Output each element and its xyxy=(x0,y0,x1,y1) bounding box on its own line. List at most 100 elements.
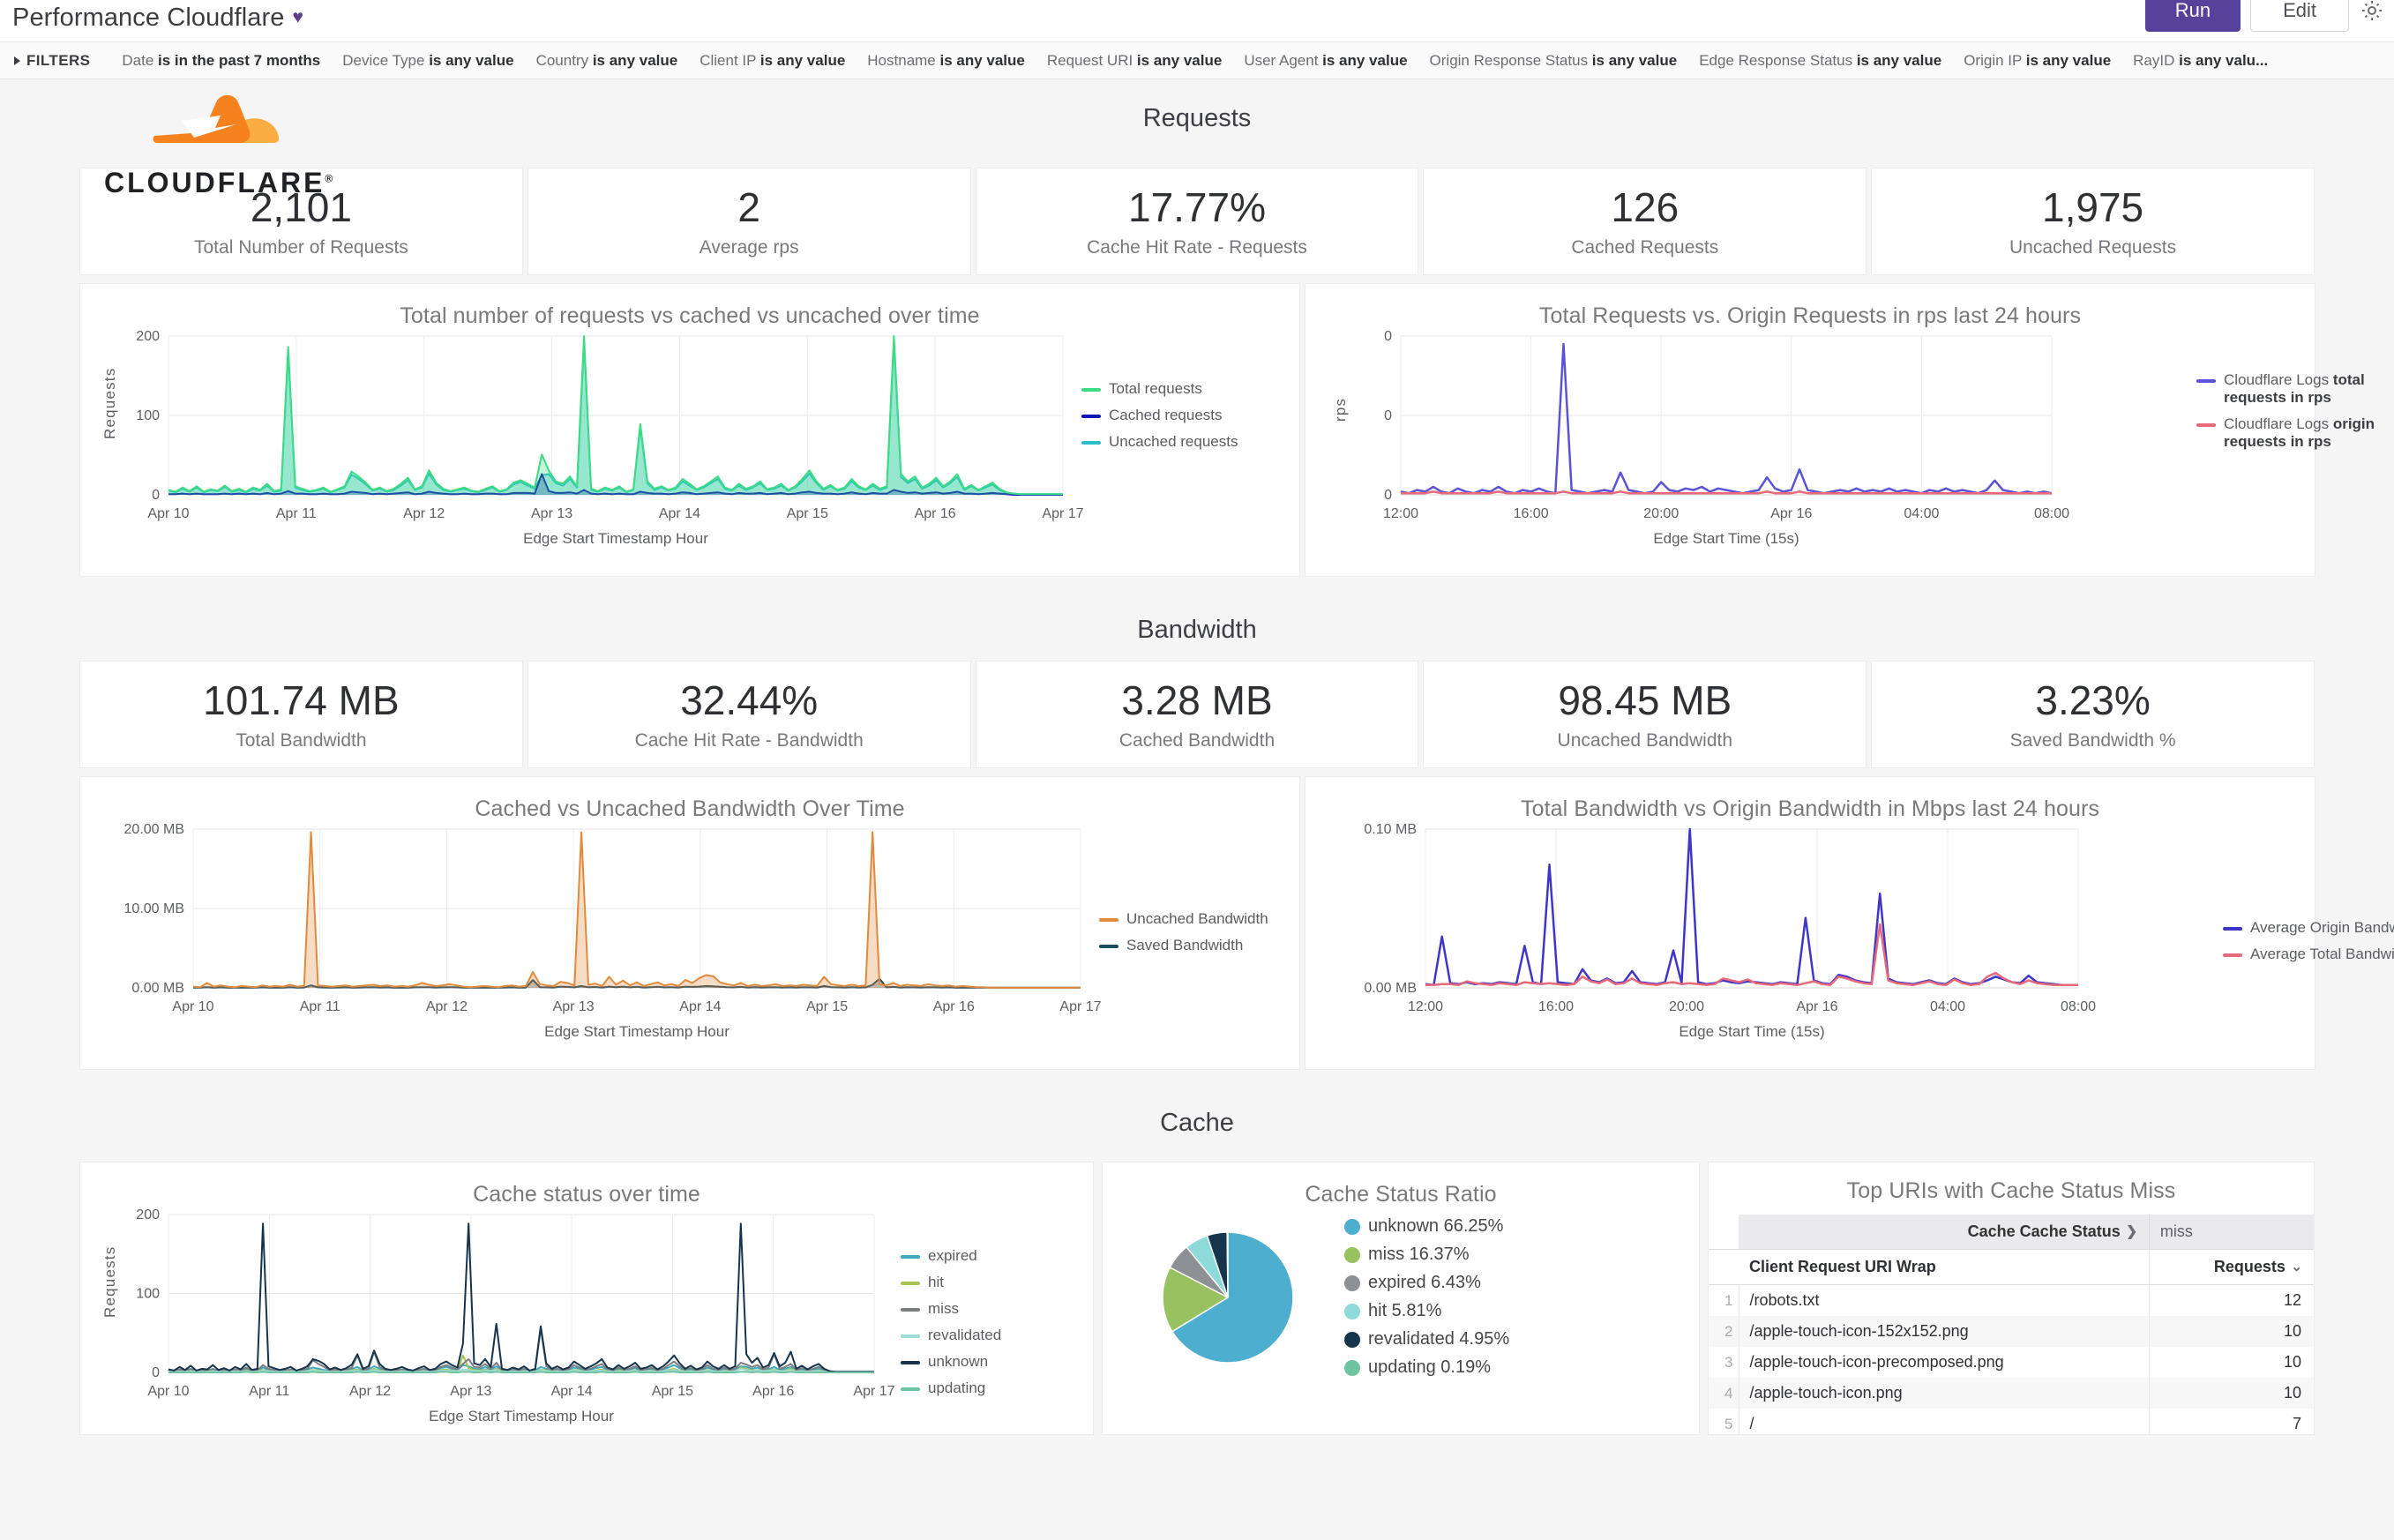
pie-slice-miss[interactable] xyxy=(1162,1266,1230,1333)
chart-plot-area: 0 100 200 Apr 10 Apr 11 Apr 12 Apr 13 Apr 14 Apr… xyxy=(80,329,1299,549)
kpi-tile-requests-1[interactable]: 2 Average rps xyxy=(527,168,971,275)
row-uri[interactable]: /apple-touch-icon.png xyxy=(1739,1378,2150,1409)
legend-swatch xyxy=(1081,415,1101,418)
row-uri[interactable]: /apple-touch-icon-152x152.png xyxy=(1739,1316,2150,1347)
x-tick-label: 12:00 xyxy=(1383,506,1418,521)
panel-cache-status-ratio[interactable]: Cache Status Ratio unknown 66.25% miss 16… xyxy=(1102,1162,1701,1435)
panel-cache-status-over-time[interactable]: Cache status over time 0 100 200 Apr 10 Apr … xyxy=(79,1162,1094,1435)
pie-legend-item[interactable]: expired 6.43% xyxy=(1344,1273,1509,1293)
legend-item[interactable]: Total requests xyxy=(1081,380,1267,398)
row-index: 4 xyxy=(1709,1378,1739,1409)
panel-bandwidth-mbps[interactable]: Total Bandwidth vs Origin Bandwidth in M… xyxy=(1305,776,2394,1070)
chevron-down-icon: ⌄ xyxy=(2291,1259,2302,1275)
legend-item[interactable]: Cloudflare Logs total requests in rps xyxy=(2196,371,2394,407)
table-group-header[interactable]: Cache Cache Status ❯ xyxy=(1739,1215,2150,1250)
legend-item[interactable]: expired xyxy=(901,1247,1077,1265)
legend-item[interactable]: unknown xyxy=(901,1353,1077,1371)
y-tick-label: 200 xyxy=(136,1207,160,1222)
chart-title: Cache Status Ratio xyxy=(1305,1182,1497,1207)
heart-icon[interactable]: ♥ xyxy=(292,6,303,27)
row-requests: 10 xyxy=(2148,1378,2314,1409)
kpi-tile-bandwidth-4[interactable]: 3.23% Saved Bandwidth % xyxy=(1871,661,2315,768)
legend-item[interactable]: revalidated xyxy=(901,1327,1077,1344)
legend-item[interactable]: Average Total Bandwidth xyxy=(2223,946,2394,963)
table-col-requests[interactable]: Requests ⌄ xyxy=(2148,1249,2314,1285)
y-tick-label: 200 xyxy=(136,329,160,344)
filters-toggle[interactable]: FILTERS xyxy=(14,52,90,70)
legend-item[interactable]: hit xyxy=(901,1274,1077,1291)
table-row[interactable]: 2/apple-touch-icon-152x152.png 10 xyxy=(1709,1316,2314,1347)
kpi-value: 126 xyxy=(1611,184,1680,231)
kpi-tile-bandwidth-1[interactable]: 32.44% Cache Hit Rate - Bandwidth xyxy=(527,661,971,768)
kpi-tile-bandwidth-0[interactable]: 101.74 MB Total Bandwidth xyxy=(79,661,523,768)
kpi-tile-requests-0[interactable]: 2,101 Total Number of Requests xyxy=(79,168,523,275)
kpi-tile-bandwidth-2[interactable]: 3.28 MB Cached Bandwidth xyxy=(975,661,1419,768)
legend-item[interactable]: Cloudflare Logs origin requests in rps xyxy=(2196,415,2394,451)
table-col-requests-label: Requests xyxy=(2213,1258,2286,1275)
filter-chip-4[interactable]: Hostname is any value xyxy=(867,51,1025,69)
filter-chip-6[interactable]: User Agent is any value xyxy=(1244,51,1408,69)
row-uri[interactable]: / xyxy=(1749,1415,1754,1432)
y-tick-label: 0.10 MB xyxy=(1364,822,1417,837)
legend-item[interactable]: Uncached requests xyxy=(1081,433,1267,451)
panel-bandwidth-over-time[interactable]: Cached vs Uncached Bandwidth Over Time 0… xyxy=(79,776,1300,1070)
filter-chip-7[interactable]: Origin Response Status is any value xyxy=(1429,51,1678,69)
kpi-tile-bandwidth-3[interactable]: 98.45 MB Uncached Bandwidth xyxy=(1423,661,1867,768)
pie-legend-item[interactable]: unknown 66.25% xyxy=(1344,1216,1509,1237)
panel-requests-over-time[interactable]: Total number of requests vs cached vs un… xyxy=(79,283,1300,577)
filter-chip-0[interactable]: Date is in the past 7 months xyxy=(122,51,321,69)
row-index: 1 xyxy=(1709,1284,1739,1316)
pie-legend-item[interactable]: hit 5.81% xyxy=(1344,1301,1509,1321)
pie-legend-label: updating 0.19% xyxy=(1368,1357,1492,1377)
chart-plot-area: 0 0 0 12:00 16:00 20:00 Apr 16 04:00 08:00 rps Edg… xyxy=(1305,329,2375,549)
chart-plot-area: 0.00 MB 10.00 MB 20.00 MB Apr 10 Apr 11 Apr 1… xyxy=(80,822,1299,1043)
legend-item[interactable]: Cached requests xyxy=(1081,407,1267,424)
table-row[interactable]: 5 / 7 xyxy=(1709,1409,2314,1434)
legend-swatch xyxy=(901,1308,920,1312)
gear-icon[interactable] xyxy=(2359,0,2385,24)
legend-swatch xyxy=(1099,945,1118,948)
legend-item[interactable]: miss xyxy=(901,1300,1077,1318)
filter-chip-10[interactable]: RayID is any valu... xyxy=(2133,51,2269,69)
table-row[interactable]: 1/robots.txt 12 xyxy=(1709,1284,2314,1316)
filter-chip-2[interactable]: Country is any value xyxy=(535,51,678,69)
edit-button[interactable]: Edit xyxy=(2250,0,2349,32)
x-tick-label: Apr 17 xyxy=(853,1384,894,1399)
chart-title: Cache status over time xyxy=(473,1182,700,1207)
series-line xyxy=(1425,827,2078,987)
filter-chip-9[interactable]: Origin IP is any value xyxy=(1964,51,2112,69)
top-bar: Performance Cloudflare ♥ Run Edit xyxy=(0,0,2394,42)
table-row[interactable]: 3/apple-touch-icon-precomposed.png 10 xyxy=(1709,1347,2314,1378)
pie-legend-item[interactable]: revalidated 4.95% xyxy=(1344,1329,1509,1349)
run-button[interactable]: Run xyxy=(2144,0,2241,32)
legend-swatch xyxy=(1081,441,1101,445)
row-index: 5 xyxy=(1709,1409,1739,1434)
filter-chip-3[interactable]: Client IP is any value xyxy=(699,51,846,69)
kpi-label: Uncached Requests xyxy=(2009,236,2177,258)
legend-item[interactable]: Uncached Bandwidth xyxy=(1099,910,1284,928)
filter-chip-8[interactable]: Edge Response Status is any value xyxy=(1699,51,1942,69)
kpi-row-requests: 2,101 Total Number of Requests 2 Average rp… xyxy=(0,168,2394,275)
filter-chip-5[interactable]: Request URI is any value xyxy=(1046,51,1223,69)
panel-top-uris[interactable]: Top URIs with Cache Status Miss Cache Ca… xyxy=(1708,1162,2315,1435)
kpi-tile-requests-3[interactable]: 126 Cached Requests xyxy=(1423,168,1867,275)
y-tick-label: 0 xyxy=(1384,488,1392,503)
legend-item[interactable]: Average Origin Bandwidth xyxy=(2223,919,2394,937)
table-col-uri[interactable]: Client Request URI Wrap xyxy=(1739,1249,2150,1285)
kpi-tile-requests-2[interactable]: 17.77% Cache Hit Rate - Requests xyxy=(975,168,1419,275)
table-row[interactable]: 4/apple-touch-icon.png 10 xyxy=(1709,1378,2314,1409)
legend-swatch xyxy=(901,1361,920,1364)
legend-item[interactable]: updating xyxy=(901,1379,1077,1397)
filter-chip-1[interactable]: Device Type is any value xyxy=(342,51,514,69)
pie-legend-item[interactable]: updating 0.19% xyxy=(1344,1357,1509,1378)
legend-item[interactable]: Saved Bandwidth xyxy=(1099,937,1284,954)
pie-slice-unknown[interactable] xyxy=(1171,1230,1294,1364)
pie-legend-item[interactable]: miss 16.37% xyxy=(1344,1245,1509,1265)
x-tick-label: Apr 16 xyxy=(933,999,975,1014)
kpi-tile-requests-4[interactable]: 1,975 Uncached Requests xyxy=(1871,168,2315,275)
pie-slice-updating[interactable] xyxy=(1226,1230,1229,1297)
y-tick-label: 20.00 MB xyxy=(124,822,184,837)
panel-requests-rps[interactable]: Total Requests vs. Origin Requests in rp… xyxy=(1305,283,2375,577)
row-uri[interactable]: /robots.txt xyxy=(1749,1291,1820,1309)
row-uri[interactable]: /apple-touch-icon-precomposed.png xyxy=(1749,1353,2004,1371)
